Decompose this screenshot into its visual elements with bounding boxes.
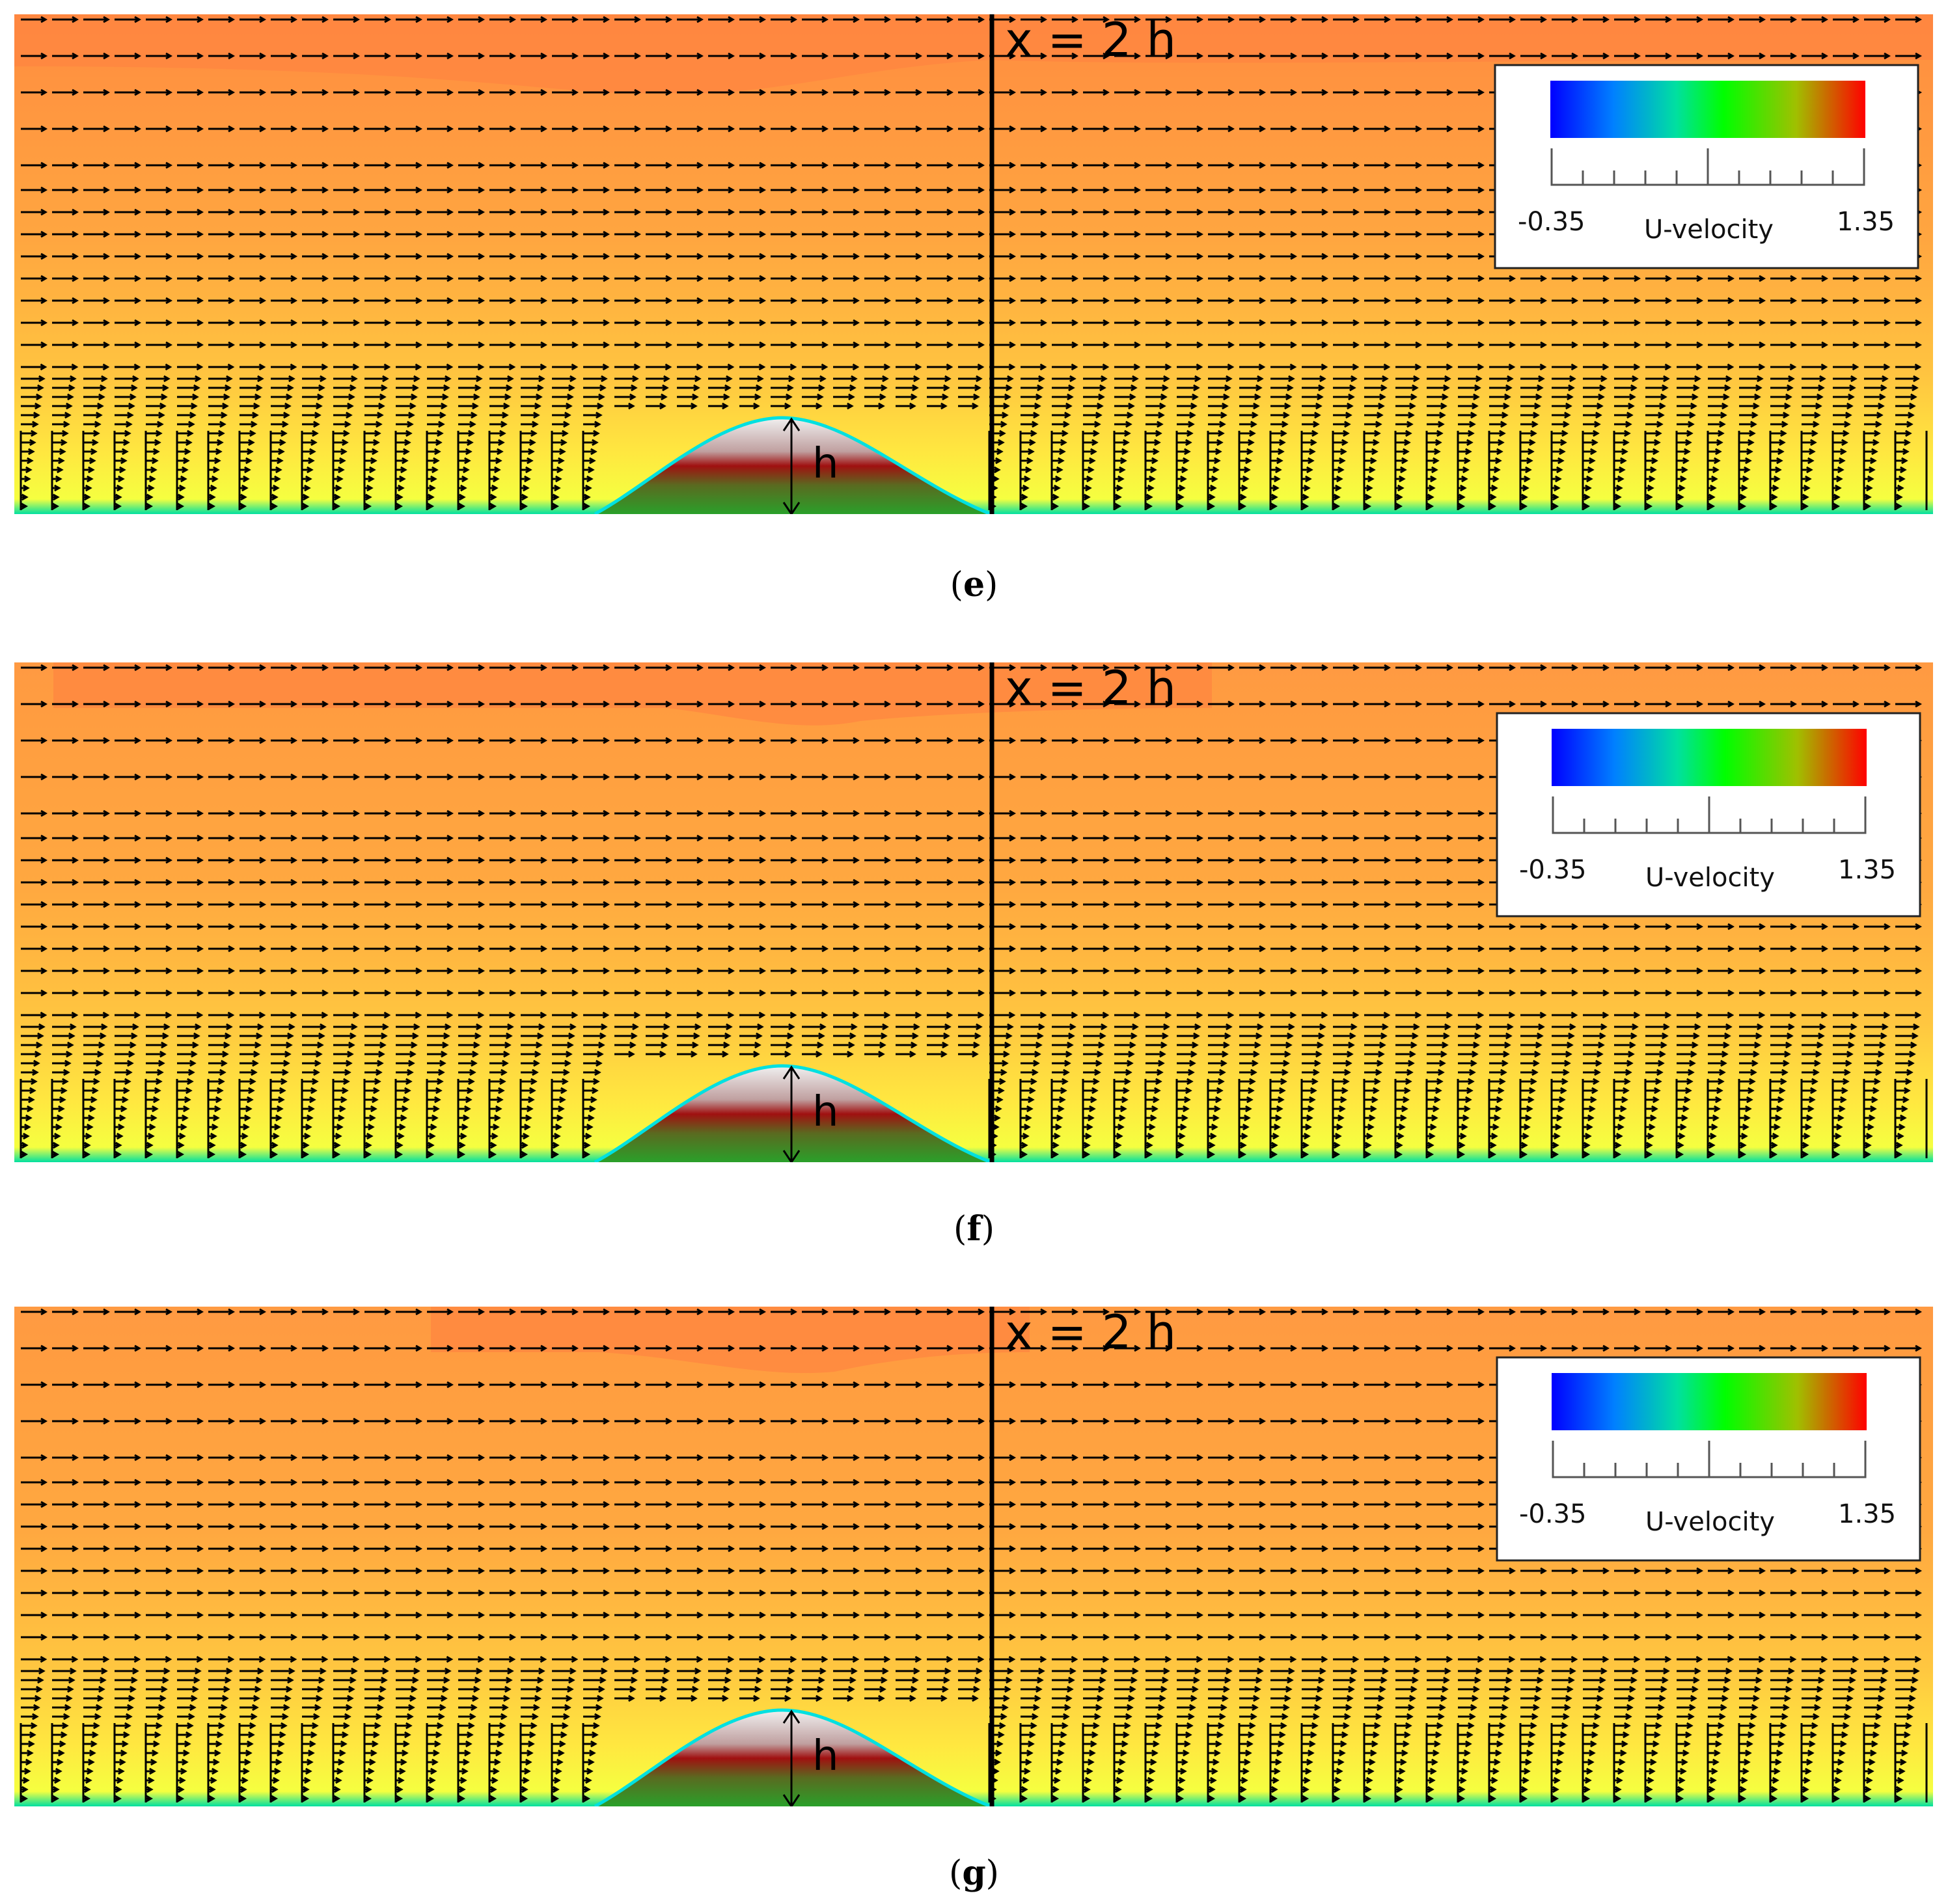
caption-g: (g) [949,1853,999,1893]
caption-f: (f) [953,1209,995,1249]
flow-field-e: h x = 2 h -0.35 U-velocity 1.35 [14,14,1933,514]
colorbar-f [1552,729,1867,786]
panel-g: h x = 2 h -0.35 U-velocity 1.35 [14,1307,1933,1806]
colorbar-min-g: -0.35 [1519,1499,1587,1529]
height-label-g: h [812,1732,839,1780]
panel-e: h x = 2 h -0.35 U-velocity 1.35 [14,14,1933,514]
panel-f: h x = 2 h -0.35 U-velocity 1.35 [14,662,1933,1162]
colorbar-min-f: -0.35 [1519,855,1587,885]
colorbar-min-e: -0.35 [1518,207,1585,237]
height-label-e: h [812,440,839,488]
colorbar-max-f: 1.35 [1838,855,1896,885]
height-label-f: h [812,1088,839,1136]
flow-field-g: h x = 2 h -0.35 U-velocity 1.35 [14,1307,1933,1806]
colorbar-g [1552,1373,1867,1430]
flow-field-f: h x = 2 h -0.35 U-velocity 1.35 [14,662,1933,1162]
colorbar-e [1550,81,1865,138]
colorbar-legend-e: -0.35 U-velocity 1.35 [1494,64,1919,269]
colorbar-legend-f: -0.35 U-velocity 1.35 [1496,712,1921,918]
colorbar-title-e: U-velocity [1644,215,1774,245]
caption-e: (e) [950,565,998,605]
velocity-arrows-e [20,16,1928,510]
line-label-e: x = 2 h [1005,14,1176,67]
colorbar-legend-g: -0.35 U-velocity 1.35 [1496,1356,1921,1562]
colorbar-max-e: 1.35 [1837,207,1895,237]
colorbar-title-g: U-velocity [1645,1507,1775,1537]
colorbar-title-f: U-velocity [1645,863,1775,893]
velocity-arrows-f [20,664,1928,1158]
line-label-g: x = 2 h [1005,1307,1176,1359]
colorbar-max-g: 1.35 [1838,1499,1896,1529]
line-label-f: x = 2 h [1005,662,1176,715]
velocity-arrows-g [20,1308,1928,1802]
